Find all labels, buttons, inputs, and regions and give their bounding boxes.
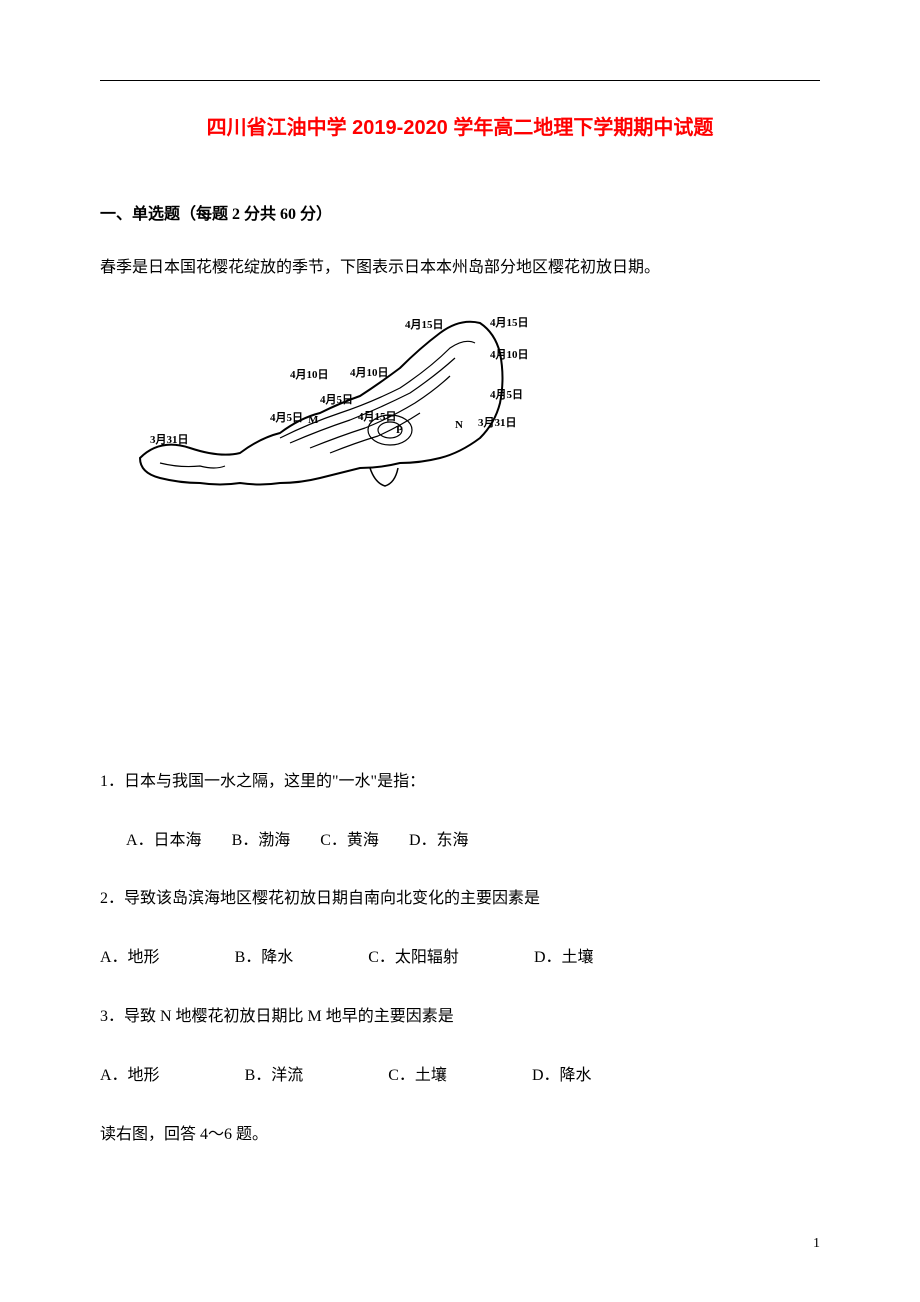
spacer (100, 518, 820, 768)
question-2-options: A．地形 B．降水 C．太阳辐射 D．土壤 (100, 944, 820, 973)
map-label: 4月15日 (405, 318, 444, 331)
map-label: 4月5日 (490, 388, 523, 401)
question-1-options: A．日本海 B．渤海 C．黄海 D．东海 (100, 827, 820, 856)
intro-paragraph: 春季是日本国花樱花绽放的季节，下图表示日本本州岛部分地区樱花初放日期。 (100, 254, 820, 283)
question-2: 2．导致该岛滨海地区樱花初放日期自南向北变化的主要因素是 (100, 885, 820, 914)
map-label: 4月15日 (358, 410, 397, 423)
map-label: 4月5日 (320, 393, 353, 406)
peninsula (370, 468, 398, 486)
questions-container: 1．日本与我国一水之隔，这里的"一水"是指： A．日本海 B．渤海 C．黄海 D．东海 2… (100, 768, 820, 1091)
question-3: 3．导致 N 地樱花初放日期比 M 地早的主要因素是 (100, 1003, 820, 1032)
map-diagram: 4月15日4月15日4月10日4月10日4月10日4月5日4月5日4月5日M4月… (130, 308, 550, 518)
map-label: 4月10日 (350, 366, 389, 379)
question-3-options: A．地形 B．洋流 C．土壤 D．降水 (100, 1062, 820, 1091)
question-1: 1．日本与我国一水之隔，这里的"一水"是指： (100, 768, 820, 797)
map-labels: 4月15日4月15日4月10日4月10日4月10日4月5日4月5日4月5日M4月… (150, 316, 529, 446)
horizontal-rule (100, 80, 820, 81)
closing-text: 读右图，回答 4～6 题。 (100, 1121, 820, 1150)
map-label: 4月10日 (290, 368, 329, 381)
map-label: 4月15日 (490, 316, 529, 329)
option-D: D．东海 (409, 827, 469, 856)
option-C: C．土壤 (388, 1062, 447, 1091)
option-C: C．太阳辐射 (368, 944, 459, 973)
map-label: 4月10日 (490, 348, 529, 361)
option-B: B．降水 (235, 944, 294, 973)
japan-map-svg: 4月15日4月15日4月10日4月10日4月10日4月5日4月5日4月5日M4月… (130, 308, 550, 518)
option-A: A．日本海 (126, 827, 202, 856)
west-detail (160, 463, 225, 468)
page-number: 1 (813, 1236, 820, 1252)
exam-title: 四川省江油中学 2019-2020 学年高二地理下学期期中试题 (100, 111, 820, 140)
option-D: D．降水 (532, 1062, 592, 1091)
map-label: P (396, 424, 403, 436)
option-B: B．渤海 (232, 827, 291, 856)
map-label: M (308, 414, 319, 426)
option-D: D．土壤 (534, 944, 594, 973)
map-label: 3月31日 (478, 416, 517, 429)
map-label: 4月5日 (270, 411, 303, 424)
exam-page: 四川省江油中学 2019-2020 学年高二地理下学期期中试题 一、单选题（每题… (0, 0, 920, 1149)
map-label: 3月31日 (150, 433, 189, 446)
section-heading: 一、单选题（每题 2 分共 60 分） (100, 200, 820, 224)
map-label: N (455, 419, 463, 431)
option-A: A．地形 (100, 944, 160, 973)
option-C: C．黄海 (320, 827, 379, 856)
option-A: A．地形 (100, 1062, 160, 1091)
option-B: B．洋流 (245, 1062, 304, 1091)
